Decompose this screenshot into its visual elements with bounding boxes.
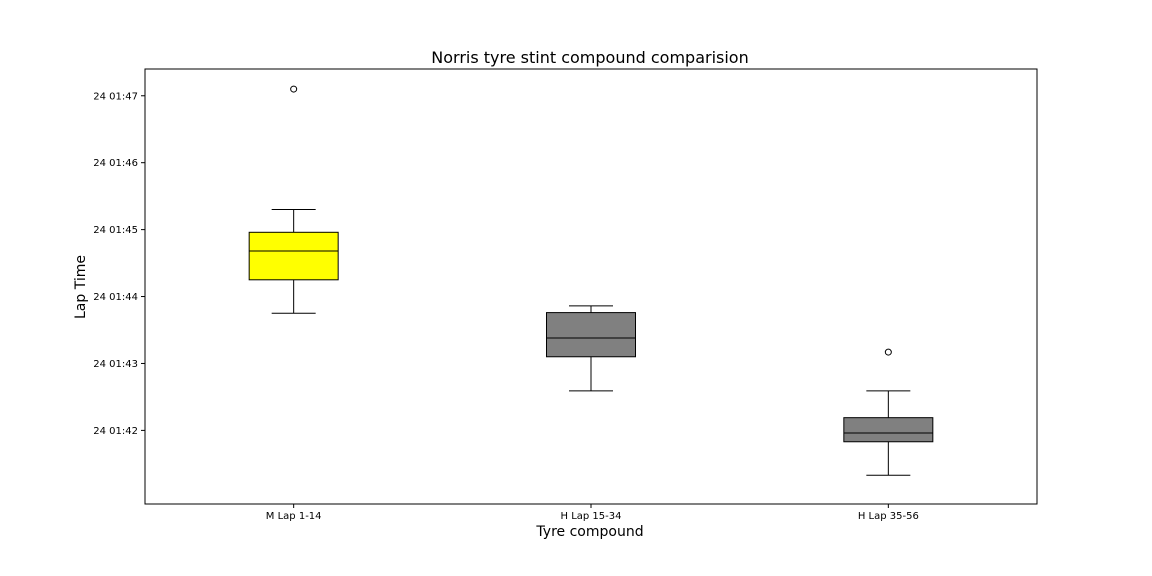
y-tick-label: 24 01:42 — [93, 426, 138, 437]
x-axis: M Lap 1-14 H Lap 15-34 H Lap 35-56 — [266, 504, 919, 522]
y-tick-label: 24 01:45 — [93, 225, 138, 236]
box-iqr — [843, 417, 934, 443]
chart-title: Norris tyre stint compound comparision — [431, 48, 748, 67]
y-axis-label: Lap Time — [73, 255, 89, 319]
box-group — [843, 348, 934, 476]
box-iqr — [248, 231, 339, 281]
x-tick-label: H Lap 15-34 — [561, 511, 622, 522]
box-iqr — [546, 312, 636, 358]
x-tick-label: H Lap 35-56 — [858, 511, 919, 522]
y-axis: 24 01:42 24 01:43 24 01:44 24 01:45 24 01:46… — [93, 91, 145, 437]
outlier-point — [290, 85, 298, 93]
outlier-point — [884, 348, 892, 356]
y-tick-label: 24 01:47 — [93, 91, 138, 102]
y-tick-label: 24 01:46 — [93, 158, 138, 169]
box-group — [546, 305, 636, 392]
box-group — [248, 85, 339, 314]
x-tick-label: M Lap 1-14 — [266, 511, 322, 522]
x-axis-label: Tyre compound — [535, 524, 643, 540]
boxes-layer — [248, 85, 934, 476]
y-tick-label: 24 01:44 — [93, 292, 138, 303]
y-tick-label: 24 01:43 — [93, 359, 138, 370]
